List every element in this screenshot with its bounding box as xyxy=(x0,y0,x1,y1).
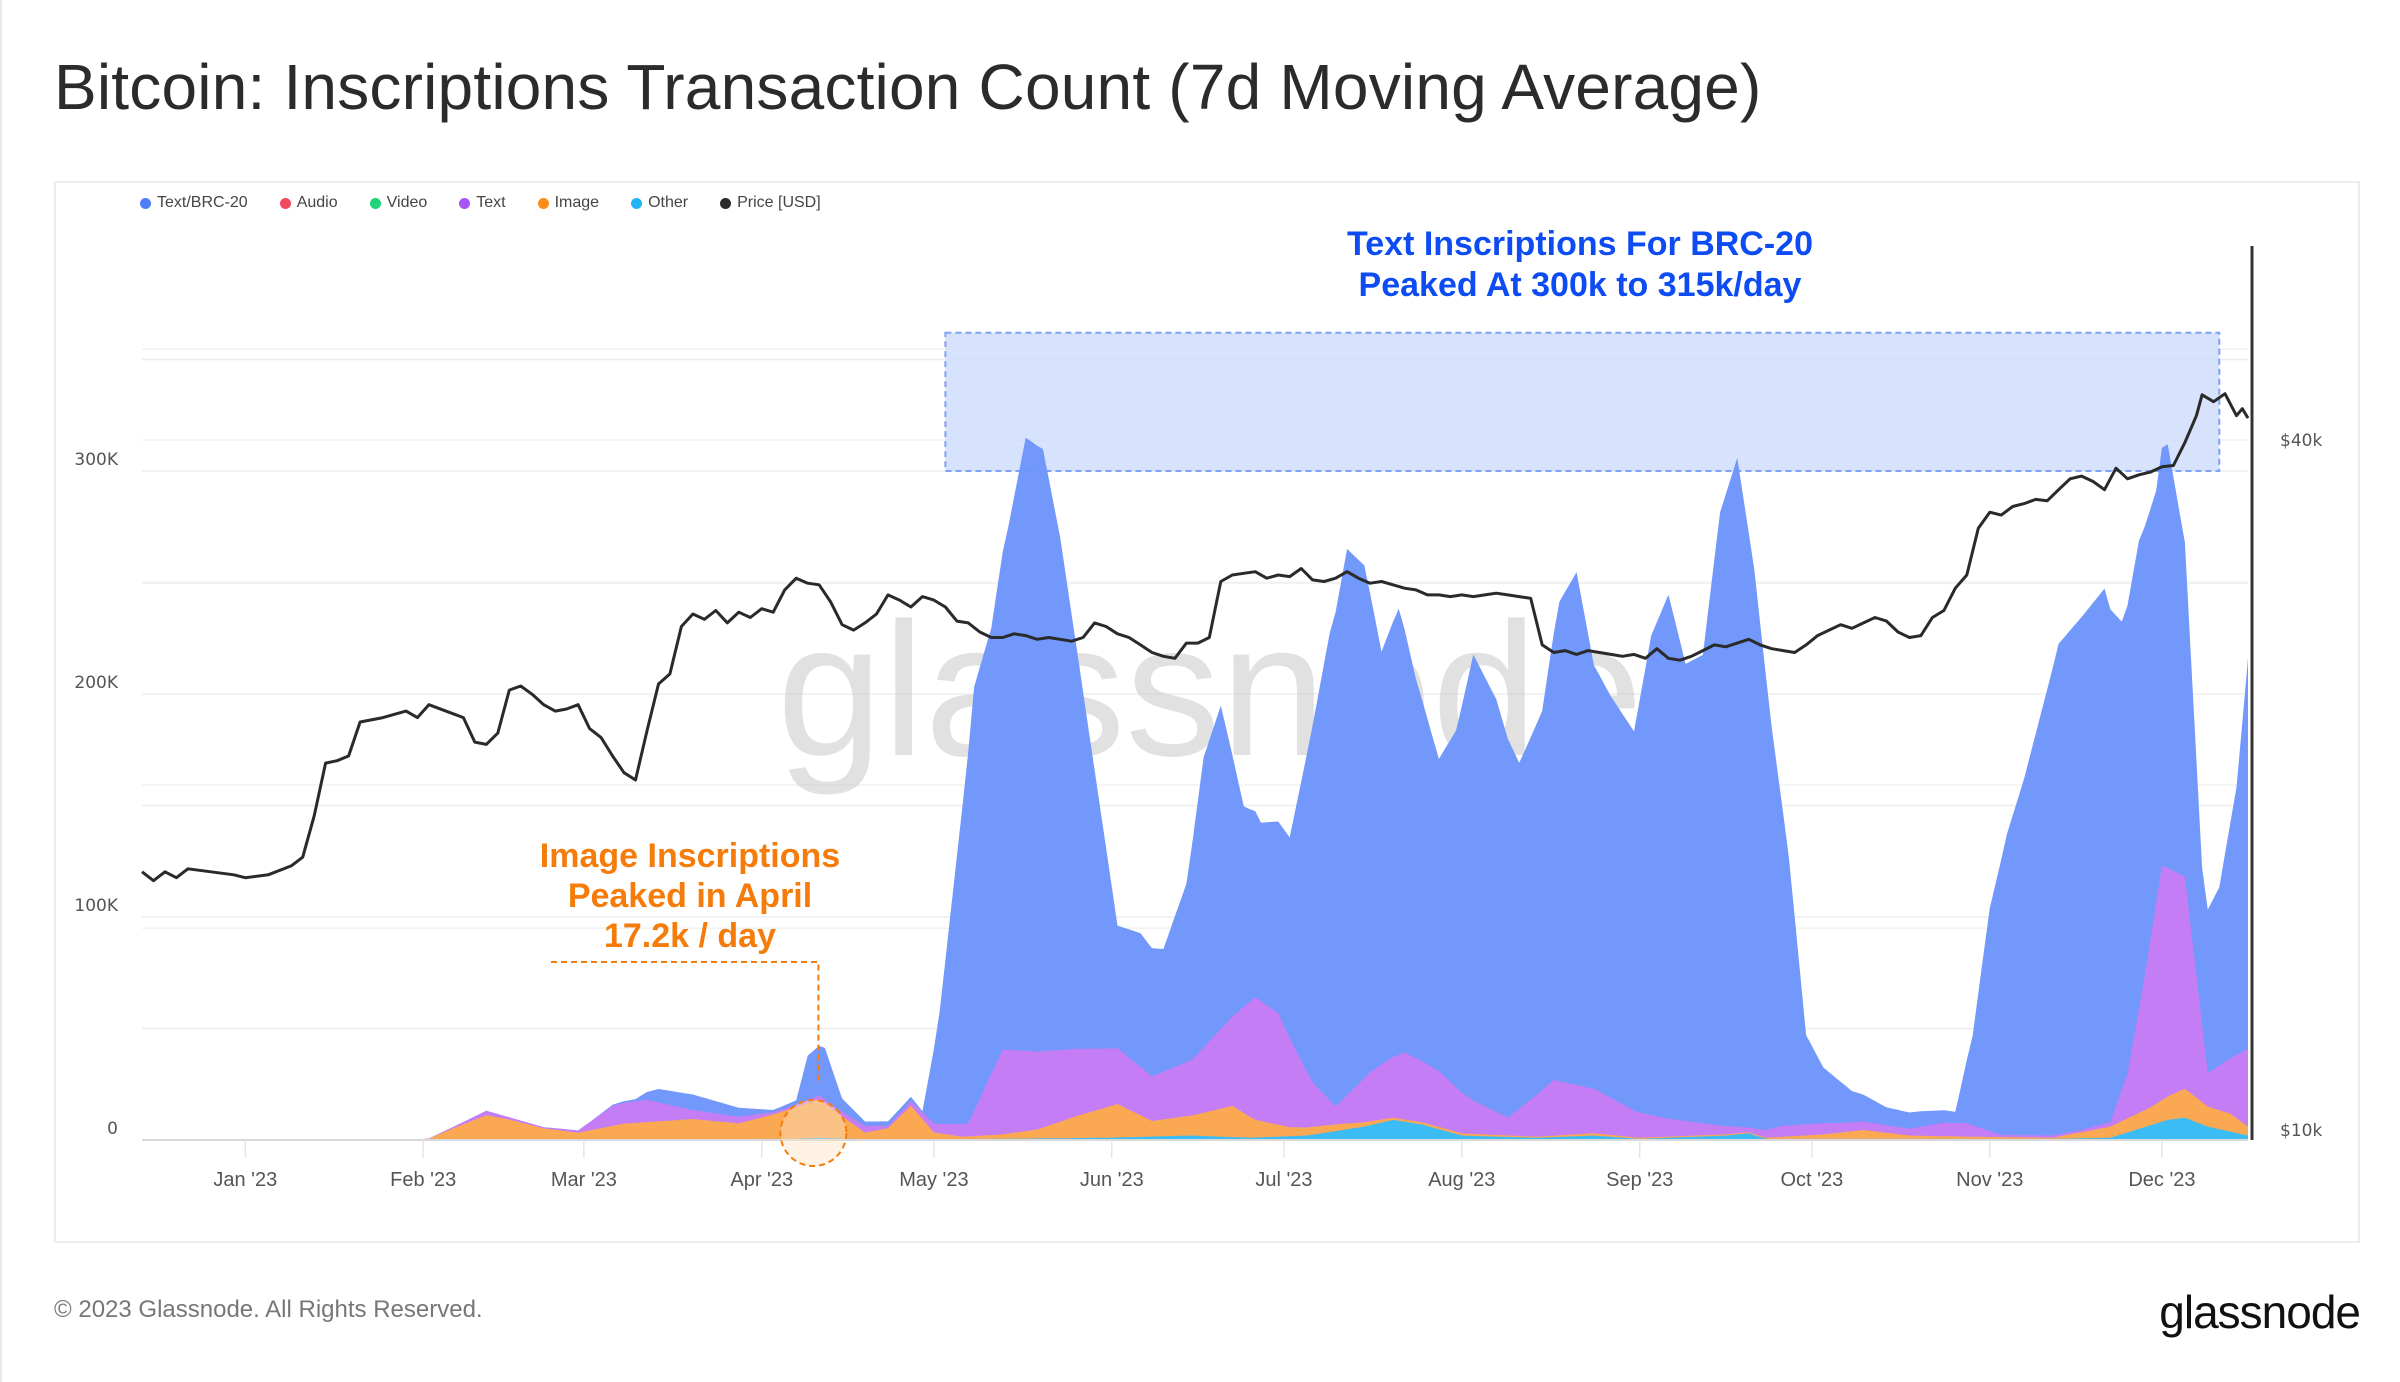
price-line-group xyxy=(141,392,2250,883)
copyright-text: © 2023 Glassnode. All Rights Reserved. xyxy=(54,1296,483,1323)
y-tick-label-right: $10k xyxy=(2280,1121,2322,1141)
y-tick-label-left: 100K xyxy=(74,896,118,916)
legend-dot-icon xyxy=(631,197,643,209)
brc20-annotation: Text Inscriptions For BRC-20 Peaked At 3… xyxy=(1260,224,1900,306)
x-tick-label: Apr '23 xyxy=(730,1169,793,1191)
stacked-areas xyxy=(142,437,2248,1141)
legend-dot-icon xyxy=(537,197,549,209)
x-tick-label: Jun '23 xyxy=(1080,1169,1144,1191)
page-title: Bitcoin: Inscriptions Transaction Count … xyxy=(54,51,1762,123)
legend-item-text[interactable]: Text xyxy=(459,194,506,212)
brc20-highlight-rect xyxy=(944,331,2221,472)
x-tick-label: Nov '23 xyxy=(1956,1169,2023,1191)
legend-item-video[interactable]: Video xyxy=(369,194,428,212)
area-text-brc-20 xyxy=(142,437,2248,1141)
axes: Jan '23 Feb '23 Mar '23 Apr '23 May '23 Jun '… xyxy=(74,246,2322,1191)
chart-legend: Text/BRC-20 Audio Video Text Image Other… xyxy=(140,194,853,212)
x-tick-label: Sep '23 xyxy=(1606,1169,1673,1191)
legend-dot-icon xyxy=(459,197,471,209)
legend-label: Text xyxy=(476,194,506,211)
y-tick-label-right: $40k xyxy=(2280,431,2322,451)
image-annotation-line: Image Inscriptions xyxy=(539,837,841,875)
legend-item-text-brc20[interactable]: Text/BRC-20 xyxy=(140,194,248,212)
legend-dot-icon xyxy=(279,197,291,209)
image-peak-circle xyxy=(779,1099,848,1167)
x-tick-label: Dec '23 xyxy=(2128,1169,2195,1191)
area-text xyxy=(142,866,2248,1140)
page-left-border xyxy=(0,0,2,1382)
x-tick-label: Jan '23 xyxy=(213,1169,277,1191)
legend-label: Image xyxy=(554,194,600,211)
legend-item-audio[interactable]: Audio xyxy=(279,194,338,212)
legend-item-image[interactable]: Image xyxy=(537,194,600,212)
image-annotation-leader xyxy=(551,961,820,1085)
legend-label: Audio xyxy=(296,194,338,211)
brc20-highlight-box xyxy=(944,331,2221,472)
legend-label: Text/BRC-20 xyxy=(157,194,248,211)
legend-dot-icon xyxy=(140,197,151,209)
area-image xyxy=(142,1088,2248,1140)
glassnode-logo[interactable]: glassnode xyxy=(2159,1286,2361,1338)
x-tick-label: Feb '23 xyxy=(390,1169,456,1191)
legend-item-price[interactable]: Price [USD] xyxy=(720,194,821,212)
x-tick-label: Mar '23 xyxy=(551,1169,617,1191)
legend-label: Price [USD] xyxy=(737,194,821,211)
image-annotation: Image Inscriptions Peaked in April 17.2k… xyxy=(500,836,880,956)
legend-dot-icon xyxy=(720,197,732,209)
legend-dot-icon xyxy=(369,197,381,209)
y-tick-label-left: 300K xyxy=(74,450,118,470)
annotation-shapes xyxy=(551,961,848,1167)
x-tick-label: Aug '23 xyxy=(1428,1169,1495,1191)
brc20-annotation-line: Text Inscriptions For BRC-20 xyxy=(1347,225,1813,263)
x-tick-label: May '23 xyxy=(899,1169,968,1191)
y-tick-label-left: 200K xyxy=(74,673,118,693)
legend-label: Other xyxy=(648,194,689,211)
x-tick-label: Jul '23 xyxy=(1255,1169,1312,1191)
x-tick-label: Oct '23 xyxy=(1781,1169,1844,1191)
image-annotation-line: Peaked in April xyxy=(567,877,813,915)
image-annotation-line: 17.2k / day xyxy=(603,917,776,955)
price-line xyxy=(141,392,2250,883)
y-tick-label-left: 0 xyxy=(107,1119,118,1139)
legend-item-other[interactable]: Other xyxy=(631,194,688,212)
brc20-annotation-line: Peaked At 300k to 315k/day xyxy=(1358,266,1802,304)
legend-label: Video xyxy=(386,194,428,211)
